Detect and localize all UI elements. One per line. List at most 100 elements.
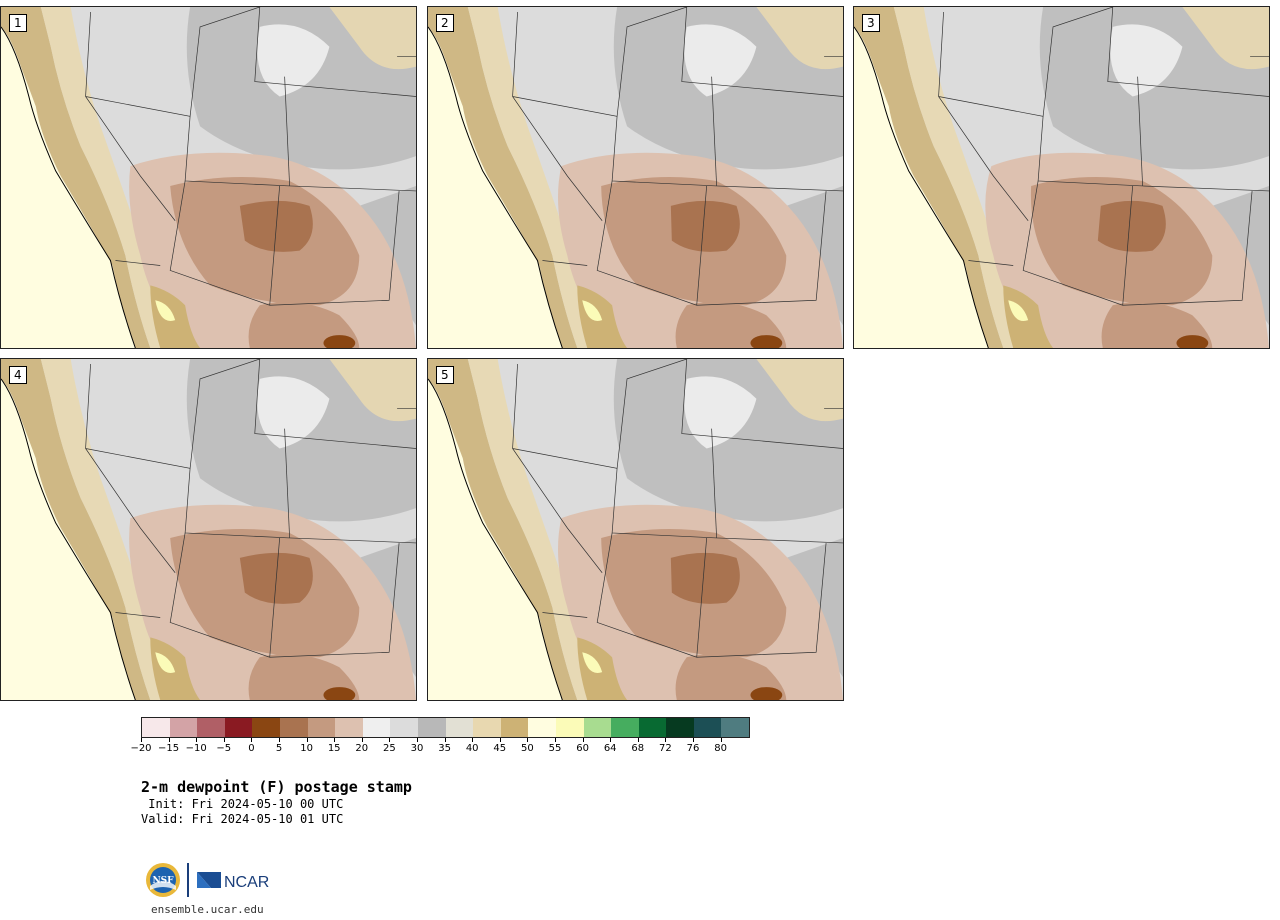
grey-region bbox=[613, 359, 843, 522]
colorbar-swatch bbox=[555, 718, 584, 737]
colorbar-tick bbox=[389, 738, 391, 742]
colorbar-tick-label: 35 bbox=[438, 743, 451, 754]
colorbar-swatch bbox=[473, 718, 501, 737]
colorbar-tick bbox=[417, 738, 418, 742]
colorbar-tick-label: 15 bbox=[327, 743, 341, 754]
light-region bbox=[1110, 24, 1183, 97]
tan-region bbox=[329, 359, 416, 422]
tan-region bbox=[1182, 7, 1269, 70]
light-region bbox=[684, 24, 757, 97]
map-panel-3[interactable]: 3 bbox=[853, 6, 1270, 349]
state-border bbox=[184, 468, 416, 544]
light-region bbox=[257, 24, 330, 97]
colorbar-tick bbox=[306, 738, 308, 742]
state-border bbox=[269, 185, 281, 306]
plot-title: 2-m dewpoint (F) postage stamp bbox=[141, 778, 412, 796]
colorbar-tick bbox=[720, 738, 722, 742]
ncar-logo-icon: NCAR bbox=[197, 872, 269, 891]
map-panel-5[interactable]: 5 bbox=[427, 358, 844, 701]
colorbar-swatch bbox=[307, 718, 336, 737]
state-border bbox=[542, 260, 588, 266]
state-border bbox=[512, 363, 603, 573]
state-border bbox=[596, 532, 827, 658]
colorbar-tick-label: −15 bbox=[158, 743, 180, 754]
state-border bbox=[512, 7, 687, 117]
baja-land bbox=[577, 285, 628, 348]
very-dry-spot bbox=[750, 687, 783, 700]
gulf-water bbox=[1008, 300, 1029, 321]
colorbar-swatch bbox=[224, 718, 253, 737]
panel-label: 5 bbox=[436, 366, 454, 384]
coastal-band bbox=[1, 7, 151, 348]
baja-land bbox=[150, 285, 201, 348]
colorbar-swatch bbox=[583, 718, 612, 737]
very-dry-spot bbox=[750, 335, 783, 348]
very-dry-spot bbox=[1176, 335, 1209, 348]
colorbar-tick bbox=[527, 738, 529, 742]
colorbar-tick-label: 80 bbox=[714, 743, 727, 754]
very-dry-spot bbox=[323, 687, 356, 700]
panel-label: 1 bbox=[9, 14, 27, 32]
map-panel-2[interactable]: 2 bbox=[427, 6, 844, 349]
state-border bbox=[184, 116, 416, 192]
init-time: Init: Fri 2024-05-10 00 UTC bbox=[141, 797, 344, 811]
light-region bbox=[684, 376, 757, 449]
state-border bbox=[85, 359, 260, 469]
state-border bbox=[711, 428, 717, 538]
site-url: ensemble.ucar.edu bbox=[151, 903, 264, 916]
colorbar-tick-label: −10 bbox=[185, 743, 207, 754]
tan-region bbox=[756, 359, 843, 422]
colorbar-swatch bbox=[528, 718, 556, 737]
colorbar-swatch bbox=[417, 718, 446, 737]
colorbar-tick bbox=[251, 738, 253, 742]
logos: NSF NCAR bbox=[145, 860, 275, 900]
colorbar-tick bbox=[444, 738, 446, 742]
state-border bbox=[284, 76, 290, 186]
ncar-logo-text: NCAR bbox=[224, 874, 269, 891]
colorbar-tick bbox=[141, 738, 142, 742]
colorbar-tick-label: 64 bbox=[603, 743, 617, 754]
colorbar-swatch bbox=[390, 718, 418, 737]
tan-region bbox=[329, 7, 416, 70]
coastal-band bbox=[428, 359, 578, 700]
gulf-water bbox=[155, 652, 176, 673]
coastal-band bbox=[428, 7, 578, 348]
colorbar-tick-label: 40 bbox=[465, 743, 479, 754]
state-border bbox=[938, 11, 1029, 221]
colorbar-tick-label: 76 bbox=[686, 743, 700, 754]
state-border bbox=[596, 180, 827, 306]
nsf-logo-icon: NSF bbox=[146, 863, 180, 897]
state-border bbox=[1037, 116, 1269, 192]
colorbar-tick-label: 50 bbox=[521, 743, 534, 754]
colorbar-swatch bbox=[142, 718, 170, 737]
colorbar-tick-label: 55 bbox=[548, 743, 562, 754]
grey-region bbox=[186, 359, 416, 522]
state-border bbox=[512, 11, 603, 221]
gulf-water bbox=[582, 652, 603, 673]
state-border bbox=[1122, 185, 1134, 306]
colorbar-tick-label: 0 bbox=[248, 743, 255, 754]
colorbar-tick-label: 68 bbox=[631, 743, 645, 754]
colorbar-swatch bbox=[197, 718, 225, 737]
coastline bbox=[428, 26, 563, 348]
colorbar-tick-label: 20 bbox=[355, 743, 369, 754]
state-border bbox=[115, 260, 161, 266]
gulf-water bbox=[155, 300, 176, 321]
driest-region bbox=[670, 552, 740, 604]
state-border bbox=[711, 76, 717, 186]
colorbar-tick-label: 10 bbox=[300, 743, 313, 754]
coastline bbox=[428, 378, 563, 700]
map-panel-4[interactable]: 4 bbox=[0, 358, 417, 701]
very-dry-spot bbox=[323, 335, 356, 348]
driest-region bbox=[1097, 200, 1166, 252]
map-panel-1[interactable]: 1 bbox=[0, 6, 417, 349]
grey-region bbox=[186, 7, 416, 170]
coastline bbox=[854, 26, 989, 348]
colorbar-swatch bbox=[335, 718, 363, 737]
colorbar-tick bbox=[637, 738, 639, 742]
colorbar-tick bbox=[361, 738, 363, 742]
dewpoint-colorbar bbox=[141, 717, 751, 738]
colorbar-tick bbox=[472, 738, 474, 742]
colorbar-tick-label: −20 bbox=[130, 743, 152, 754]
colorbar-swatch bbox=[362, 718, 391, 737]
